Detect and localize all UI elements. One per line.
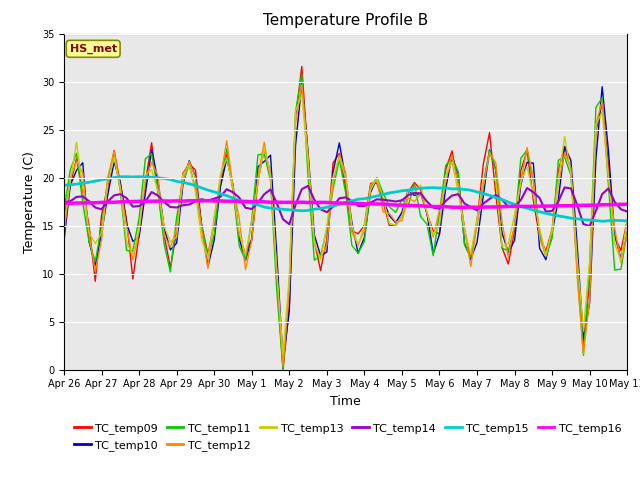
X-axis label: Time: Time bbox=[330, 395, 361, 408]
TC_temp15 bbox=[617, 217, 625, 223]
TC_temp16 bbox=[204, 198, 212, 204]
TC_temp09 bbox=[298, 64, 306, 70]
TC_temp16 bbox=[191, 198, 199, 204]
TC_temp10 bbox=[623, 232, 631, 238]
TC_temp09 bbox=[60, 214, 68, 219]
TC_temp14 bbox=[617, 206, 625, 212]
TC_temp12 bbox=[298, 82, 306, 87]
TC_temp10 bbox=[617, 255, 625, 261]
TC_temp13 bbox=[617, 258, 625, 264]
TC_temp12 bbox=[548, 225, 556, 230]
TC_temp09 bbox=[398, 213, 406, 219]
TC_temp16 bbox=[392, 202, 399, 208]
TC_temp15 bbox=[211, 189, 218, 195]
Line: TC_temp11: TC_temp11 bbox=[64, 74, 627, 370]
TC_temp14 bbox=[60, 200, 68, 205]
Line: TC_temp13: TC_temp13 bbox=[64, 95, 627, 355]
TC_temp13 bbox=[548, 228, 556, 234]
Line: TC_temp14: TC_temp14 bbox=[64, 186, 627, 226]
TC_temp13 bbox=[191, 189, 199, 194]
TC_temp15 bbox=[392, 189, 399, 195]
Line: TC_temp10: TC_temp10 bbox=[64, 83, 627, 361]
Line: TC_temp09: TC_temp09 bbox=[64, 67, 627, 370]
TC_temp12 bbox=[623, 232, 631, 238]
TC_temp14 bbox=[204, 198, 212, 204]
TC_temp14 bbox=[129, 204, 137, 209]
TC_temp09 bbox=[548, 227, 556, 233]
TC_temp13 bbox=[279, 352, 287, 358]
Line: TC_temp15: TC_temp15 bbox=[64, 177, 627, 221]
TC_temp16 bbox=[623, 202, 631, 207]
TC_temp12 bbox=[398, 218, 406, 224]
Y-axis label: Temperature (C): Temperature (C) bbox=[23, 151, 36, 252]
TC_temp16 bbox=[60, 200, 68, 206]
TC_temp16 bbox=[129, 199, 137, 204]
TC_temp12 bbox=[129, 257, 137, 263]
TC_temp12 bbox=[279, 363, 287, 369]
Title: Temperature Profile B: Temperature Profile B bbox=[263, 13, 428, 28]
TC_temp14 bbox=[191, 198, 199, 204]
TC_temp11 bbox=[398, 196, 406, 202]
TC_temp11 bbox=[623, 228, 631, 234]
TC_temp15 bbox=[60, 182, 68, 188]
TC_temp09 bbox=[129, 276, 137, 282]
Text: HS_met: HS_met bbox=[70, 44, 116, 54]
TC_temp10 bbox=[298, 80, 306, 86]
TC_temp12 bbox=[204, 265, 212, 271]
TC_temp10 bbox=[279, 358, 287, 364]
TC_temp15 bbox=[123, 174, 131, 180]
TC_temp13 bbox=[623, 216, 631, 222]
TC_temp10 bbox=[60, 238, 68, 243]
TC_temp13 bbox=[298, 92, 306, 97]
TC_temp11 bbox=[204, 254, 212, 260]
TC_temp11 bbox=[298, 71, 306, 77]
TC_temp11 bbox=[548, 235, 556, 241]
TC_temp16 bbox=[454, 204, 462, 210]
TC_temp15 bbox=[135, 174, 143, 180]
Legend: TC_temp09, TC_temp10, TC_temp11, TC_temp12, TC_temp13, TC_temp14, TC_temp15, TC_: TC_temp09, TC_temp10, TC_temp11, TC_temp… bbox=[70, 419, 626, 455]
TC_temp09 bbox=[191, 167, 199, 173]
TC_temp15 bbox=[623, 218, 631, 224]
TC_temp12 bbox=[617, 260, 625, 265]
TC_temp11 bbox=[129, 248, 137, 254]
TC_temp16 bbox=[548, 203, 556, 209]
TC_temp13 bbox=[204, 254, 212, 260]
TC_temp10 bbox=[204, 264, 212, 269]
TC_temp13 bbox=[398, 214, 406, 219]
TC_temp16 bbox=[211, 198, 218, 204]
TC_temp14 bbox=[304, 183, 312, 189]
TC_temp09 bbox=[204, 252, 212, 257]
TC_temp13 bbox=[129, 253, 137, 259]
TC_temp11 bbox=[617, 266, 625, 272]
TC_temp14 bbox=[542, 209, 550, 215]
TC_temp10 bbox=[129, 239, 137, 244]
TC_temp10 bbox=[548, 229, 556, 235]
TC_temp16 bbox=[617, 202, 625, 207]
TC_temp11 bbox=[279, 367, 287, 372]
TC_temp15 bbox=[198, 185, 205, 191]
TC_temp09 bbox=[279, 367, 287, 372]
TC_temp11 bbox=[191, 186, 199, 192]
TC_temp15 bbox=[542, 210, 550, 216]
TC_temp09 bbox=[623, 217, 631, 223]
TC_temp09 bbox=[617, 248, 625, 253]
TC_temp15 bbox=[598, 218, 606, 224]
TC_temp10 bbox=[398, 209, 406, 215]
TC_temp14 bbox=[392, 199, 399, 204]
TC_temp13 bbox=[60, 221, 68, 227]
TC_temp10 bbox=[191, 174, 199, 180]
TC_temp12 bbox=[191, 175, 199, 180]
TC_temp14 bbox=[586, 223, 593, 229]
Line: TC_temp16: TC_temp16 bbox=[64, 201, 627, 207]
Line: TC_temp12: TC_temp12 bbox=[64, 84, 627, 366]
TC_temp11 bbox=[60, 207, 68, 213]
TC_temp14 bbox=[623, 209, 631, 215]
TC_temp12 bbox=[60, 231, 68, 237]
